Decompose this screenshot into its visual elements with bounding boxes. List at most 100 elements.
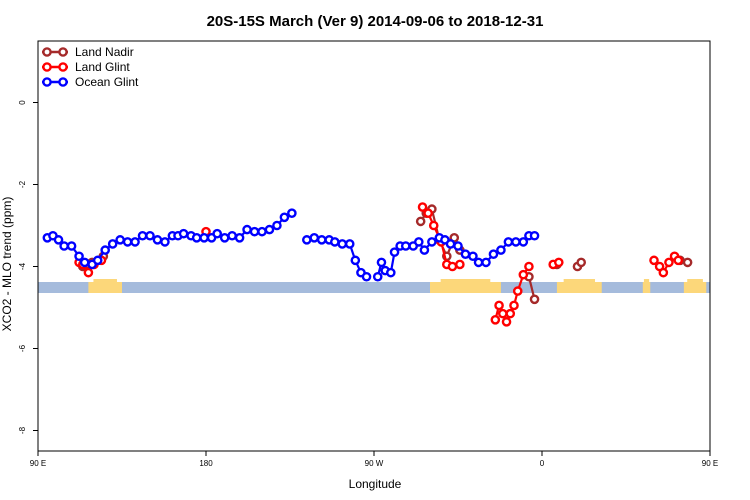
data-point <box>576 257 587 268</box>
data-point <box>249 226 260 237</box>
data-point <box>234 232 245 243</box>
series-ocean-glint <box>42 208 540 282</box>
x-tick-label: 90 W <box>365 459 384 468</box>
x-tick-label: 90 E <box>702 459 718 468</box>
plot-area <box>38 41 710 451</box>
data-point <box>445 239 456 249</box>
data-point <box>122 237 133 247</box>
data-point <box>419 245 430 255</box>
data-point <box>130 237 140 247</box>
data-point <box>524 261 534 272</box>
data-point <box>400 241 411 251</box>
data-point <box>145 230 155 241</box>
legend-label: Land Nadir <box>75 45 134 59</box>
legend-item: Land Glint <box>42 60 130 74</box>
data-point <box>212 228 222 239</box>
land-band-bump <box>93 279 117 283</box>
data-point <box>199 232 209 243</box>
data-point <box>219 232 230 243</box>
axes: 90 E 180 90 W 0 90 E 0 -2 -4 -6 -8 <box>18 40 718 468</box>
legend-item: Ocean Glint <box>42 75 139 89</box>
data-point <box>494 300 504 311</box>
data-point <box>497 308 508 319</box>
land-band-segment <box>556 282 602 293</box>
series-layer <box>42 202 693 327</box>
legend-marker <box>58 62 68 72</box>
data-point <box>79 257 90 268</box>
data-point <box>152 235 163 245</box>
data-point <box>83 267 94 278</box>
data-point <box>512 286 523 296</box>
data-point <box>481 257 491 268</box>
data-point <box>447 261 458 272</box>
data-point <box>361 271 372 282</box>
data-point <box>257 226 267 237</box>
data-point <box>59 241 69 251</box>
data-point <box>279 212 290 223</box>
legend-marker <box>58 77 68 87</box>
land-band-segment <box>683 282 707 293</box>
data-point <box>468 251 478 262</box>
x-tick-label: 180 <box>199 459 213 468</box>
data-point <box>376 257 387 268</box>
ocean-band <box>38 282 710 293</box>
data-point <box>160 237 170 247</box>
data-point <box>309 232 320 243</box>
data-point <box>415 216 426 227</box>
data-point <box>453 241 463 251</box>
plot-background <box>38 41 710 451</box>
data-point <box>496 245 506 255</box>
data-point <box>227 230 237 241</box>
data-point <box>264 224 275 235</box>
legend-label: Ocean Glint <box>75 75 139 89</box>
data-point <box>287 208 297 218</box>
y-axis-label: XCO2 - MLO trend (ppm) <box>0 197 14 332</box>
land-band-segment <box>430 282 501 293</box>
data-point <box>389 247 400 257</box>
legend-marker <box>42 77 52 87</box>
data-point <box>74 251 84 262</box>
data-point <box>501 317 512 327</box>
data-point <box>488 249 499 259</box>
data-point <box>511 237 521 247</box>
legend-marker <box>58 47 68 57</box>
legend-marker <box>42 47 52 57</box>
data-point <box>413 237 424 247</box>
data-point <box>100 245 110 255</box>
data-point <box>505 308 516 319</box>
data-point <box>107 239 118 249</box>
land-band-bump <box>440 279 491 283</box>
data-point <box>427 237 437 247</box>
data-point <box>350 255 361 266</box>
data-point <box>191 232 202 243</box>
data-point <box>178 228 189 239</box>
data-point <box>529 294 540 305</box>
y-tick-label: 0 <box>18 100 27 105</box>
land-band-segment <box>88 282 122 293</box>
data-point <box>372 271 383 282</box>
data-point <box>529 230 540 241</box>
y-tick-label: -2 <box>18 180 27 188</box>
series-land-glint <box>74 202 684 327</box>
data-point <box>385 267 396 278</box>
x-tick-label: 90 E <box>30 459 46 468</box>
y-tick-label: -8 <box>18 426 27 434</box>
legend-item: Land Nadir <box>42 45 134 59</box>
data-point <box>518 237 529 247</box>
data-point <box>455 259 465 270</box>
land-band-bump <box>687 279 703 283</box>
data-point <box>423 208 433 218</box>
data-point <box>473 257 484 268</box>
data-point <box>301 235 312 245</box>
data-point <box>66 241 77 251</box>
chart-title: 20S-15S March (Ver 9) 2014-09-06 to 2018… <box>207 13 544 30</box>
land-band-bump <box>563 279 596 283</box>
land-band-bump <box>643 279 650 283</box>
data-point <box>554 257 564 268</box>
data-point <box>490 314 501 325</box>
data-point <box>518 269 529 280</box>
data-point <box>460 249 471 259</box>
y-tick-label: -6 <box>18 344 27 352</box>
data-point <box>503 237 514 247</box>
data-point <box>92 255 103 266</box>
